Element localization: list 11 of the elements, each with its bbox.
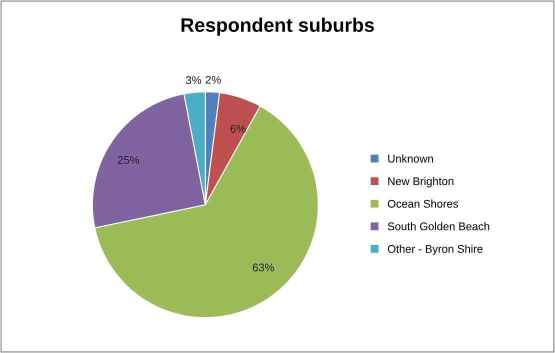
data-label: 63% <box>252 264 274 272</box>
data-label: 3% <box>186 76 202 84</box>
chart-title: Respondent suburbs <box>182 18 374 36</box>
legend-label: Unknown <box>388 154 433 163</box>
legend-label: Ocean Shores <box>388 200 458 208</box>
legend-label: South Golden Beach <box>388 222 490 230</box>
data-label: 6% <box>230 124 246 133</box>
data-label: 25% <box>118 156 140 164</box>
legend-label: New Brighton <box>388 176 454 188</box>
legend-label: Other - Byron Shire <box>388 244 483 256</box>
data-label: 2% <box>206 76 221 84</box>
